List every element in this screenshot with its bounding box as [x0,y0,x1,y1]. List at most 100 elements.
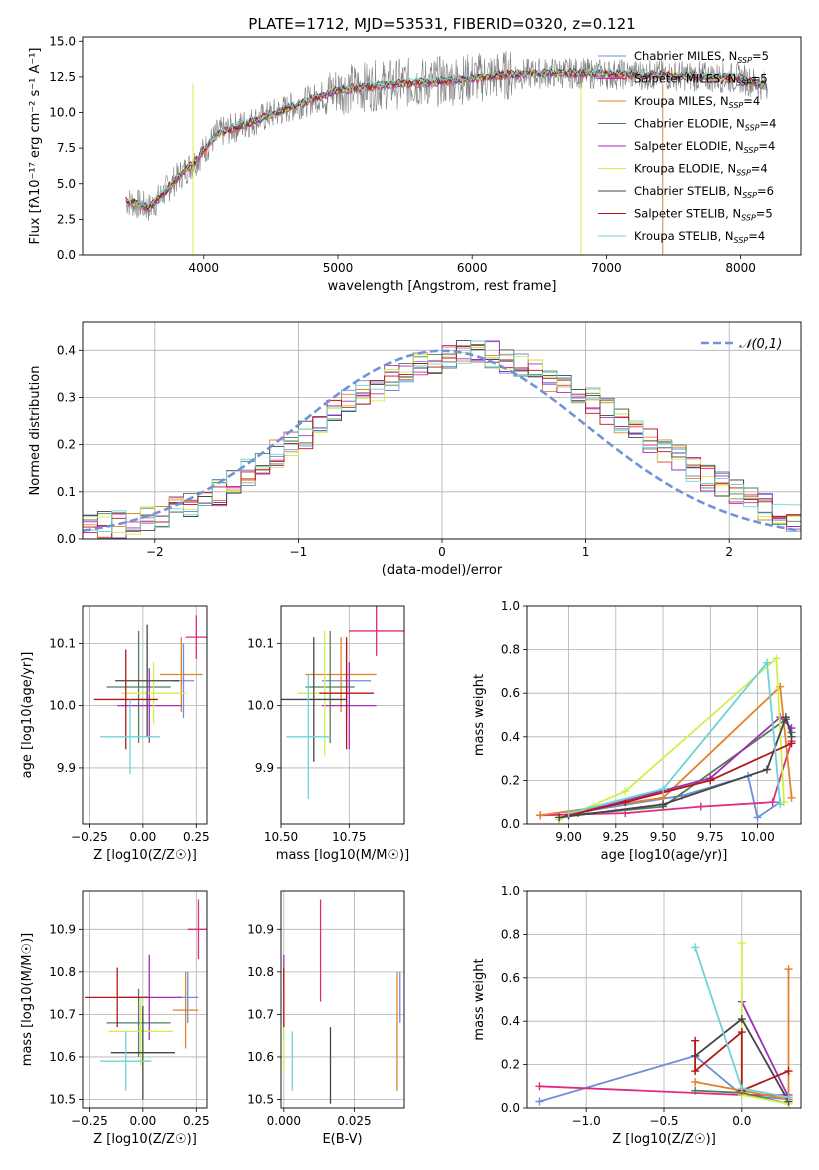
weight-marker [776,800,785,809]
y-tick-label: 0.6 [501,971,520,985]
chart-spectrum: 4000 5000 6000 7000 8000 0.0 2.5 5.0 7.5 10.0 12.5… [28,34,802,294]
x-tick-label: 1 [582,545,590,559]
weight-marker [691,1086,700,1095]
x-tick-label: 0.00 [130,830,157,844]
y-tick-label: 9.9 [255,761,274,775]
legend-label: Chabrier MILES, NSSP=5 [634,49,769,65]
x-tick-label: −1 [290,545,308,559]
weight-marker [753,813,762,822]
plot-area [125,50,768,255]
plot-area [83,340,801,539]
chart-mass-vs-z: −0.25 0.00 0.25 10.5 10.6 10.7 10.8 10.9 Z [log1… [20,890,210,1147]
y-tick-label: 10.1 [247,636,274,650]
legend-label: Salpeter STELIB, NSSP=5 [634,207,773,223]
weight-series-line [740,1001,790,1098]
chart-age-vs-z: −0.25 0.00 0.25 9.9 10.0 10.1 Z [log10(Z/Z☉)] a… [20,605,210,863]
legend-label: Salpeter ELODIE, NSSP=4 [634,139,775,155]
y-tick-label: 0.0 [57,532,76,546]
weight-marker [737,1028,746,1037]
y-tick-label: 10.9 [247,922,274,936]
y-axis-label: Normed distribution [28,366,43,496]
weight-marker [772,654,781,663]
y-tick-label: 5.0 [57,177,76,191]
weight-marker [691,1077,700,1086]
residual-histogram-series [83,340,801,532]
x-tick-label: 0.000 [267,1114,301,1128]
x-tick-label: 9.75 [697,830,724,844]
plot-area [283,899,401,1104]
x-tick-label: 9.00 [555,830,582,844]
weight-marker [659,800,668,809]
y-tick-label: 9.9 [57,761,76,775]
y-axis-label: mass weight [472,958,487,1040]
x-tick-label: 0.025 [337,1114,371,1128]
y-tick-label: 0.4 [501,1014,520,1028]
x-tick-label: 0.00 [130,1114,157,1128]
x-axis-label: mass [log10(M/M☉)] [276,848,409,863]
y-tick-label: 1.0 [501,884,520,898]
weight-marker [784,1093,793,1102]
x-tick-label: 9.50 [650,830,677,844]
observed-spectrum [125,50,768,221]
weight-series-line [694,1030,789,1092]
y-tick-label: 7.5 [57,141,76,155]
legend-label: Chabrier ELODIE, NSSP=4 [634,117,776,133]
weight-marker [691,943,700,952]
x-tick-label: 10.75 [332,830,366,844]
axes-frame [280,890,405,1109]
weight-marker [691,1036,700,1045]
y-tick-label: 10.5 [49,1092,76,1106]
plot-area [536,654,796,824]
y-tick-label: 1.0 [501,599,520,613]
axes-frame [82,321,802,540]
x-tick-label: 0.25 [183,1114,210,1128]
y-tick-label: 10.0 [49,106,76,120]
normal-distribution-curve [83,349,801,532]
y-tick-label: 0.8 [501,927,520,941]
plot-area [93,615,207,775]
weight-marker [535,1097,544,1106]
x-axis-label: Z [log10(Z/Z☉)] [93,1132,197,1147]
x-tick-label: 10.00 [740,830,774,844]
x-tick-label: 8000 [725,261,756,275]
axes-frame [526,890,802,1109]
model-spectrum [125,66,768,208]
legend-label: 𝒩(0,1) [739,337,782,352]
plot-area [281,606,404,800]
y-tick-label: 10.6 [49,1050,76,1064]
weight-series-line [558,656,785,821]
weight-marker [768,798,777,807]
y-axis-label: Flux [fλ10⁻¹⁷ erg cm⁻² s⁻¹ A⁻¹] [28,48,43,245]
weight-marker [787,793,796,802]
y-tick-label: 0.3 [57,390,76,404]
x-tick-label: −1.0 [572,1114,601,1128]
y-tick-label: 10.5 [247,1092,274,1106]
x-tick-label: 0.25 [183,830,210,844]
y-tick-label: 10.9 [49,922,76,936]
y-tick-label: 0.8 [501,643,520,657]
chart-weight-vs-z: −1.0 −0.5 0.0 0.0 0.2 0.4 0.6 0.8 1.0 Z [log10(Z/… [472,884,802,1147]
y-tick-label: 10.7 [49,1007,76,1021]
weight-marker [737,1084,746,1093]
plot-area [535,939,793,1108]
weight-marker [737,939,746,948]
y-tick-label: 0.2 [57,438,76,452]
x-axis-label: (data-model)/error [382,563,503,578]
y-tick-label: 15.0 [49,34,76,48]
x-axis-label: E(B-V) [322,1132,362,1147]
x-tick-label: −2 [146,545,164,559]
y-axis-label: age [log10(age/yr)] [20,652,35,779]
x-tick-label: −0.5 [649,1114,678,1128]
y-tick-label: 0.6 [501,686,520,700]
y-tick-label: 10.6 [247,1050,274,1064]
weight-marker [535,1082,544,1091]
weight-marker [621,787,630,796]
weight-marker [706,776,715,785]
chart-age-vs-mass: 10.50 10.75 9.9 10.0 10.1 mass [log10(M/M☉)] [247,605,409,863]
y-tick-label: 0.2 [501,1058,520,1072]
weight-marker [737,1015,746,1024]
x-tick-label: 0.0 [732,1114,751,1128]
weight-marker [762,765,771,774]
y-tick-label: 10.8 [49,965,76,979]
legend-label: Salpeter MILES, NSSP=5 [634,72,768,88]
